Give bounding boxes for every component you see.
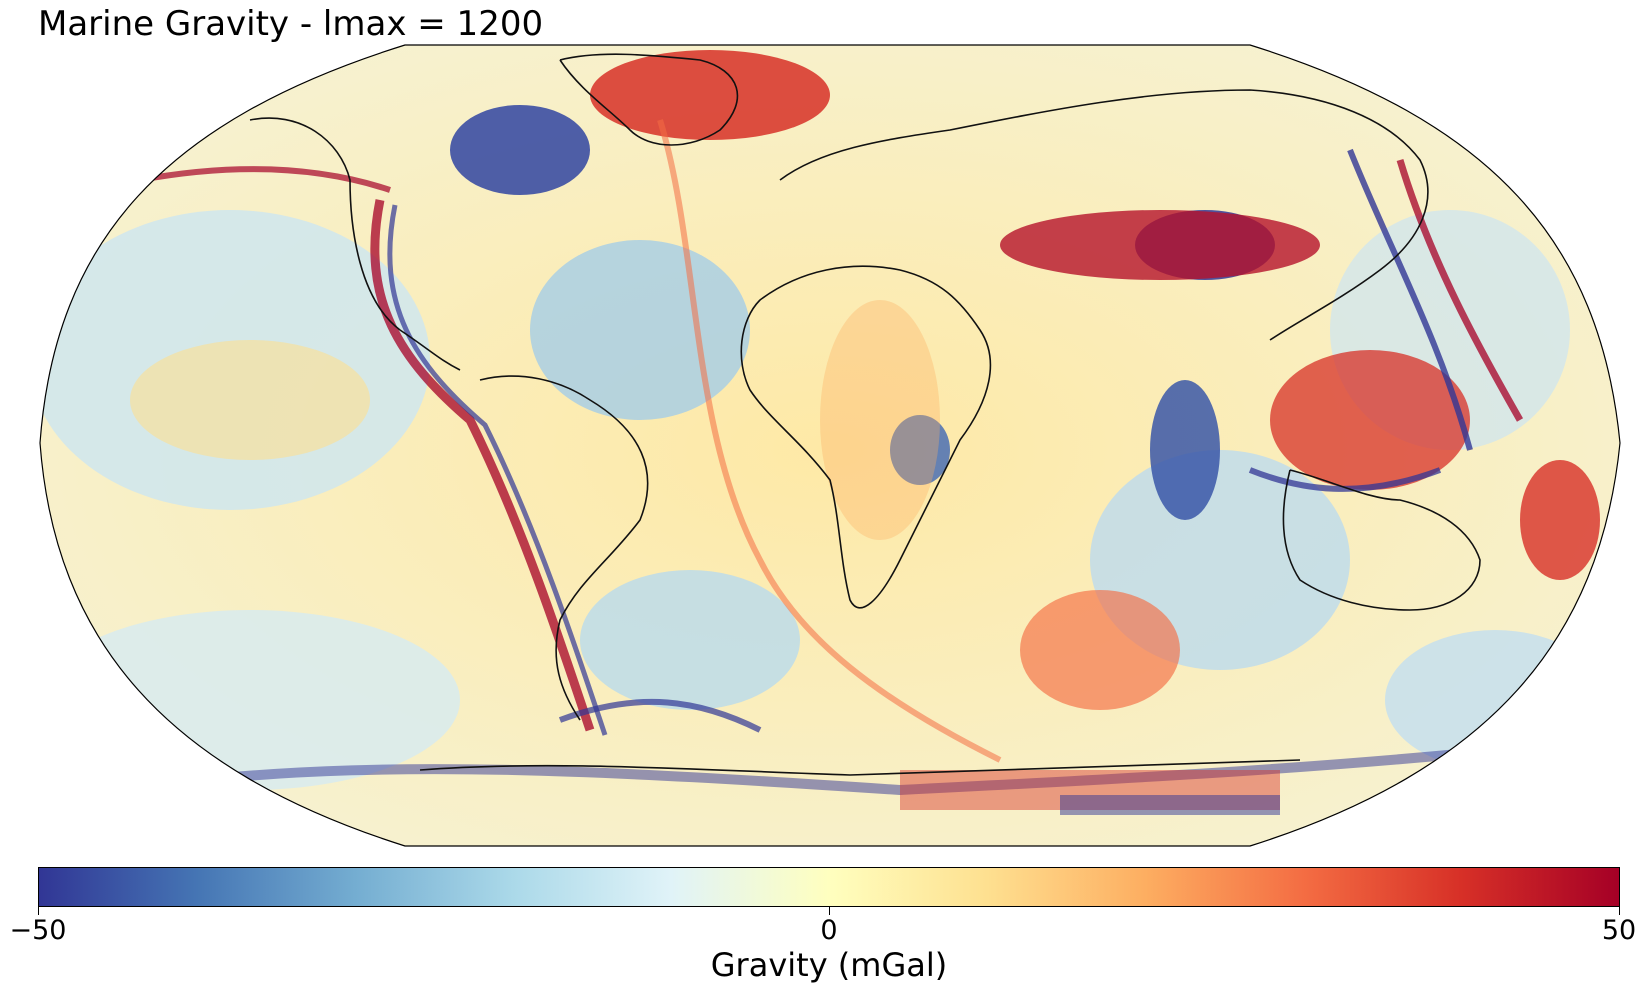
- colorbar: [38, 867, 1620, 907]
- colorbar-tick-label-max: 50: [1601, 915, 1637, 946]
- colorbar-tick-label-zero: 0: [820, 915, 838, 946]
- figure-title: Marine Gravity - lmax = 1200: [38, 4, 544, 44]
- map-frame: [39, 44, 1621, 847]
- gravity-field: [40, 45, 1620, 846]
- colorbar-label: Gravity (mGal): [710, 946, 948, 984]
- colorbar-tick-zero: [829, 907, 830, 915]
- colorbar-tick-label-min: −50: [9, 915, 67, 946]
- colorbar-tick-min: [38, 907, 39, 915]
- colorbar-tick-max: [1619, 907, 1620, 915]
- coastlines: [249, 53, 1481, 776]
